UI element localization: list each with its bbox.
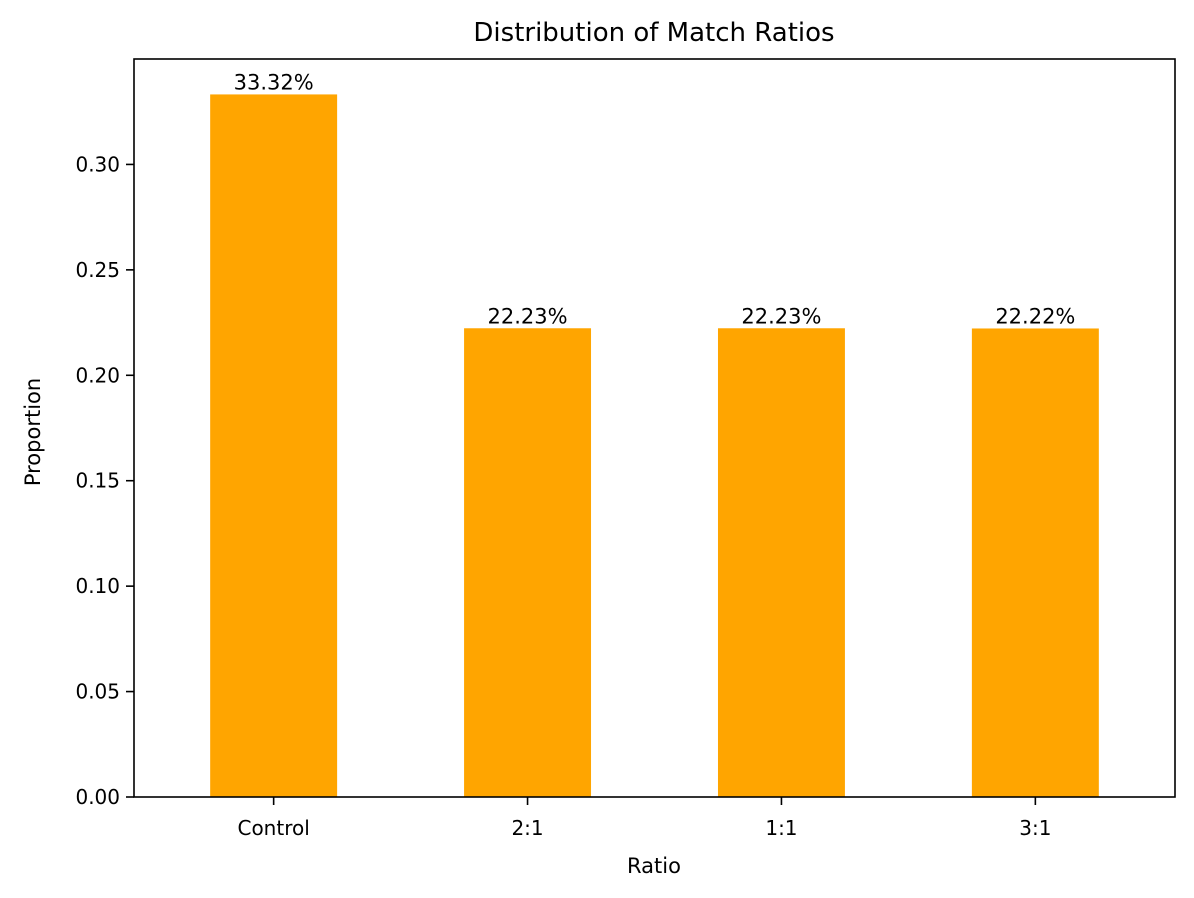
bar-value-label-0: 33.32%: [234, 70, 314, 94]
x-tick-label-3: 3:1: [1019, 816, 1051, 840]
bar-value-label-3: 22.22%: [995, 304, 1075, 328]
bar-value-label-2: 22.23%: [741, 304, 821, 328]
x-axis-label: Ratio: [627, 854, 681, 878]
chart-title: Distribution of Match Ratios: [473, 18, 834, 48]
bar-value-label-1: 22.23%: [488, 304, 568, 328]
y-tick-label-2: 0.10: [75, 574, 120, 598]
y-tick-label-1: 0.05: [75, 680, 120, 704]
bar-0: [210, 94, 338, 797]
bar-3: [971, 328, 1099, 797]
y-tick-label-3: 0.15: [75, 469, 120, 493]
bar-2: [717, 328, 845, 797]
bar-1: [464, 328, 592, 797]
y-tick-label-5: 0.25: [75, 258, 120, 282]
x-tick-label-1: 2:1: [511, 816, 543, 840]
x-tick-label-2: 1:1: [765, 816, 797, 840]
x-tick-label-0: Control: [237, 816, 309, 840]
y-axis-label: Proportion: [21, 378, 45, 486]
y-tick-label-6: 0.30: [75, 152, 120, 176]
axes-frame: [133, 58, 1176, 798]
plot-area: 33.32% Control 22.23% 2:1 22.23% 1:1 22.22% 3:1…: [75, 70, 1099, 840]
y-tick-label-0: 0.00: [75, 785, 120, 809]
y-tick-label-4: 0.20: [75, 363, 120, 387]
